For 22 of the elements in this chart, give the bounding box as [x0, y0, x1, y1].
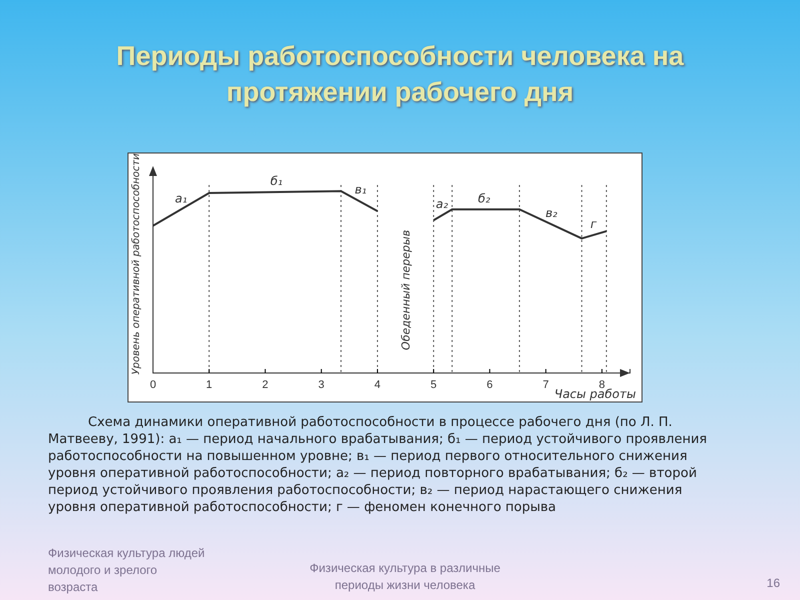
text: Физическая культура людей молодого и зрелого возраста: [48, 545, 206, 596]
text: Физическая культура в различные периоды жизни человека: [308, 560, 502, 594]
x-tick-label: 2: [262, 379, 268, 392]
annotation: б₁: [270, 174, 283, 188]
chart-title: Периоды работоспособности человека на протяжении рабочего дня: [115, 40, 685, 109]
x-tick-label: 0: [150, 379, 156, 392]
annotation: Обеденный перерыв: [400, 230, 413, 350]
annotation: в₁: [354, 182, 367, 196]
annotation: г: [590, 216, 598, 231]
x-tick-label: 3: [318, 379, 324, 392]
x-tick-label: 5: [430, 379, 437, 392]
annotation: а₂: [436, 196, 448, 211]
x-tick-label: 4: [374, 379, 381, 392]
text: 16: [766, 575, 780, 592]
x-tick-label: 1: [206, 379, 212, 392]
y-axis-title: Уровень оперативной работоспособности: [131, 152, 142, 375]
annotation: а₁: [174, 191, 188, 206]
x-tick-label: 6: [486, 379, 493, 392]
annotation: б₂: [478, 191, 490, 206]
annotation: в₂: [545, 206, 558, 220]
text: Схема динамики оперативной работоспособности в процессе рабочего дня (по Л. П. Матвееву, 1991): а₁ — период начального врабатывания; б₁ — период устойчивого проявления работоспособности на повышенном уровне; в₁ — период первого относительного снижения уровня оперативной работоспособности; а₂ — период повторного врабатывания; б₂ — второй период устойчивого проявления работоспособности; в₂ — период нарастающего снижения уровня оперативной работоспособности; г — феномен конечного порыва: [48, 414, 708, 516]
x-tick-label: 7: [542, 379, 549, 392]
